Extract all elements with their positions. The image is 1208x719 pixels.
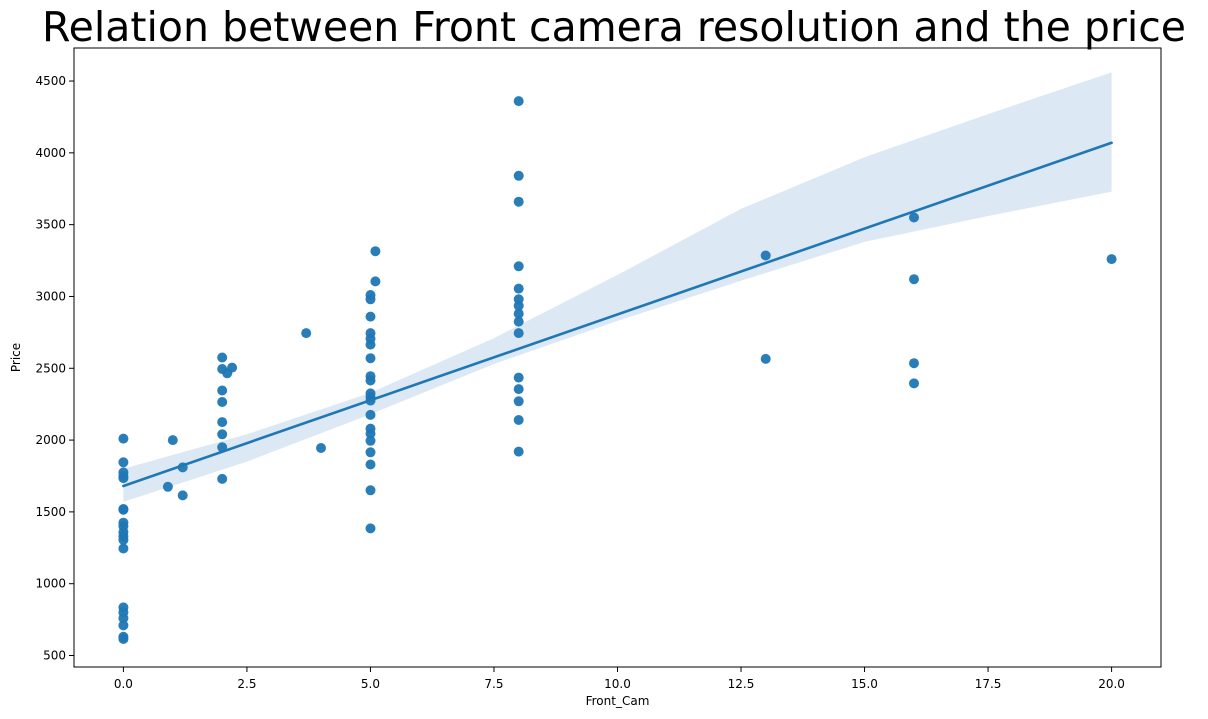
- data-point: [177, 490, 188, 501]
- data-point: [118, 433, 129, 444]
- data-point: [760, 353, 771, 364]
- data-point: [513, 372, 524, 383]
- data-point: [370, 276, 381, 287]
- x-tick-label: 12.5: [728, 677, 755, 691]
- data-point: [513, 415, 524, 425]
- data-point: [513, 396, 524, 407]
- data-point: [365, 523, 376, 534]
- y-tick-label: 2500: [35, 361, 66, 375]
- data-point: [365, 459, 376, 470]
- data-point: [513, 446, 524, 457]
- y-tick-label: 2000: [35, 433, 66, 447]
- data-point: [513, 300, 524, 311]
- data-point: [162, 481, 173, 492]
- data-point: [217, 429, 228, 440]
- y-tick-label: 1000: [35, 577, 66, 591]
- data-point: [365, 375, 376, 386]
- data-point: [513, 328, 524, 339]
- data-point: [118, 543, 129, 554]
- data-point: [217, 397, 228, 407]
- data-points: [118, 96, 1117, 644]
- data-point: [513, 316, 524, 327]
- x-tick-label: 10.0: [604, 677, 631, 691]
- confidence-band: [123, 72, 1112, 502]
- data-point: [118, 534, 129, 545]
- data-point: [513, 170, 524, 181]
- x-tick-label: 2.5: [237, 677, 256, 691]
- data-point: [513, 261, 524, 272]
- x-tick-label: 7.5: [484, 677, 503, 691]
- data-point: [909, 274, 919, 285]
- data-point: [301, 328, 312, 339]
- y-tick-label: 4500: [35, 74, 66, 88]
- data-point: [365, 311, 376, 322]
- data-point: [365, 294, 376, 305]
- data-point: [118, 613, 129, 624]
- data-point: [227, 362, 238, 373]
- data-point: [118, 634, 129, 644]
- data-point: [909, 378, 919, 389]
- data-point: [365, 485, 376, 496]
- data-point: [316, 443, 326, 453]
- data-point: [909, 212, 919, 223]
- data-point: [513, 283, 524, 294]
- data-point: [1106, 254, 1117, 265]
- data-point: [513, 196, 524, 207]
- data-point: [365, 339, 376, 350]
- x-tick-label: 20.0: [1098, 677, 1125, 691]
- data-point: [760, 250, 771, 261]
- x-axis-label: Front_Cam: [586, 694, 650, 708]
- data-point: [118, 457, 129, 468]
- data-point: [217, 352, 228, 363]
- data-point: [909, 358, 919, 369]
- data-point: [513, 96, 524, 107]
- y-axis-label: Price: [9, 343, 23, 372]
- y-axis-ticks: 500 1000 1500 2000 2500 3000 3500 4000 4500: [35, 74, 74, 663]
- data-point: [365, 409, 376, 420]
- data-point: [365, 435, 376, 446]
- regression-line: [122, 141, 1113, 488]
- data-point: [370, 246, 381, 257]
- data-point: [118, 473, 129, 484]
- data-point: [365, 353, 376, 364]
- chart-title: Relation between Front camera resolution…: [42, 3, 1186, 51]
- data-point: [217, 473, 228, 484]
- data-point: [217, 385, 228, 396]
- x-axis-ticks: 0.0 2.5 5.0 7.5 10.0 12.5 15.0 17.5 20.0: [114, 667, 1125, 691]
- y-tick-label: 4000: [35, 146, 66, 160]
- data-point: [365, 428, 376, 439]
- data-point: [118, 504, 129, 515]
- y-tick-label: 500: [43, 649, 66, 663]
- plot-area: [118, 72, 1117, 644]
- y-tick-label: 3500: [35, 218, 66, 232]
- x-tick-label: 15.0: [851, 677, 878, 691]
- x-tick-label: 0.0: [114, 677, 133, 691]
- y-tick-label: 1500: [35, 505, 66, 519]
- data-point: [217, 417, 228, 428]
- data-point: [513, 384, 524, 395]
- data-point: [513, 308, 524, 319]
- x-tick-label: 5.0: [361, 677, 380, 691]
- data-point: [167, 435, 178, 446]
- data-point: [118, 620, 129, 631]
- y-tick-label: 3000: [35, 289, 66, 303]
- data-point: [365, 447, 376, 458]
- x-tick-label: 17.5: [975, 677, 1002, 691]
